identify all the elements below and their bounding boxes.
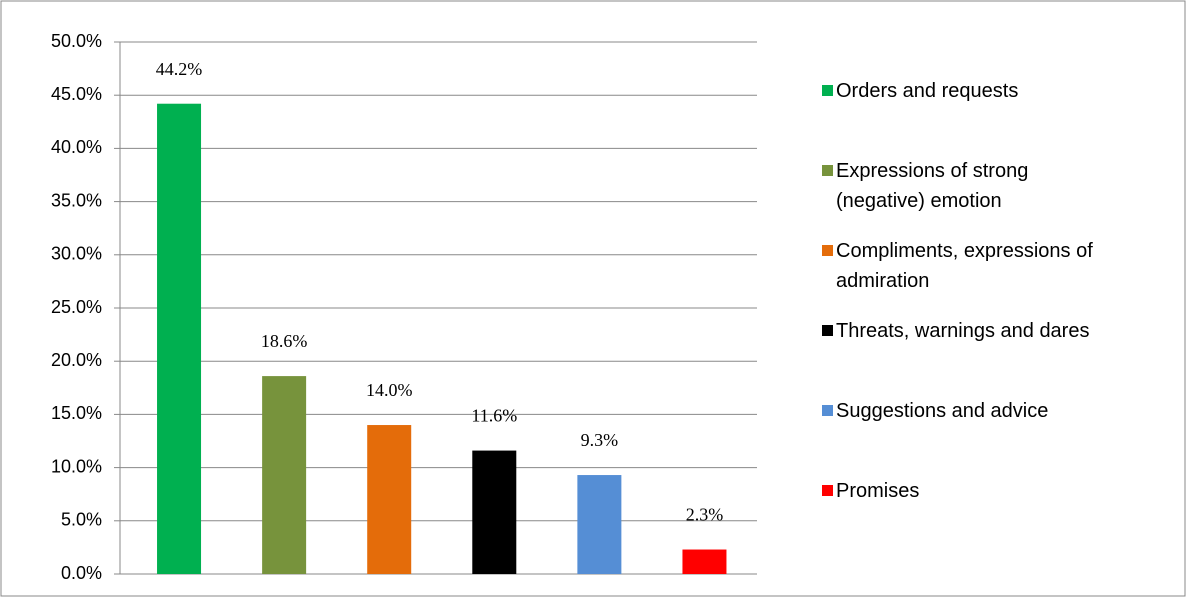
legend-label: Orders and requests — [836, 80, 1019, 102]
y-tick-label: 20.0% — [51, 350, 102, 370]
legend-item: Expressions of strong (negative) emotion — [822, 156, 1112, 216]
y-tick-label: 30.0% — [51, 244, 102, 264]
legend-label: Threats, warnings and dares — [836, 320, 1090, 342]
bar — [682, 549, 727, 574]
legend-label: Promises — [836, 480, 920, 502]
legend-label: Compliments, expressions of admiration — [836, 240, 1093, 292]
legend-item: Suggestions and advice — [822, 396, 1112, 426]
legend-label: Expressions of strong (negative) emotion — [836, 160, 1029, 212]
value-label: 18.6% — [261, 331, 308, 351]
value-label: 44.2% — [156, 59, 203, 79]
legend-item: Compliments, expressions of admiration — [822, 236, 1112, 296]
y-tick-label: 35.0% — [51, 190, 102, 210]
y-tick-label: 40.0% — [51, 137, 102, 157]
bar — [472, 450, 517, 574]
bar — [577, 475, 622, 574]
legend-swatch — [822, 485, 833, 496]
legend-swatch — [822, 405, 833, 416]
bar — [262, 376, 307, 574]
y-tick-label: 45.0% — [51, 84, 102, 104]
y-tick-label: 0.0% — [61, 563, 102, 583]
y-tick-label: 15.0% — [51, 403, 102, 423]
legend-swatch — [822, 325, 833, 336]
y-tick-label: 50.0% — [51, 31, 102, 51]
value-label: 2.3% — [686, 505, 724, 525]
legend-item: Promises — [822, 476, 1112, 506]
y-tick-label: 5.0% — [61, 510, 102, 530]
legend-item: Threats, warnings and dares — [822, 316, 1112, 346]
bar — [367, 425, 412, 574]
legend-swatch — [822, 85, 833, 96]
legend-swatch — [822, 165, 833, 176]
y-tick-label: 10.0% — [51, 456, 102, 476]
y-tick-label: 25.0% — [51, 297, 102, 317]
value-label: 14.0% — [366, 380, 413, 400]
legend-item: Orders and requests — [822, 76, 1112, 106]
legend-label: Suggestions and advice — [836, 400, 1049, 422]
value-label: 9.3% — [581, 430, 619, 450]
value-label: 11.6% — [471, 406, 517, 426]
bar — [157, 103, 202, 574]
legend-swatch — [822, 245, 833, 256]
